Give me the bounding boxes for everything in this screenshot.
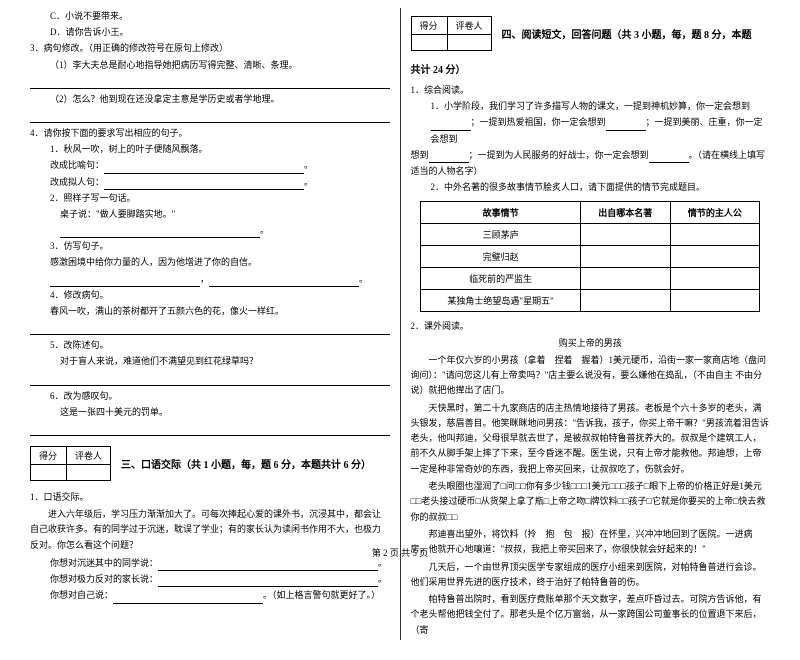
blank — [30, 321, 390, 335]
blank-line — [30, 109, 390, 123]
q3-1: （1）李大夫总是耐心地指导她把病历写得完整、清晰、条理。 — [30, 57, 390, 73]
story-table: 故事情节 出自哪本名著 情节的主人公 三顾茅庐 完璧归赵 临死前的严监生 某独角… — [420, 201, 760, 312]
p2: 天快黑时，第二十九家商店的店主热情地接待了男孩。老板是个六十多岁的老头，满头银发… — [411, 401, 771, 477]
q4-1b: 改成拟人句：。 — [30, 174, 390, 190]
q3: 3．病句修改。（用正确的修改符号在原句上修改） — [30, 40, 390, 56]
blank: ，。 — [30, 271, 390, 287]
row1: 三顾茅庐 — [421, 224, 581, 246]
score-cell — [411, 35, 447, 51]
passage-title: 购买上帝的男孩 — [411, 335, 771, 351]
section-4b: 共计 24 分） — [411, 61, 771, 76]
row3: 临死前的严监生 — [421, 268, 581, 290]
q3-2: （2）怎么？他到现在还没拿定主意是学历史或者学地理。 — [30, 91, 390, 107]
s4-1a: 1．小学阶段，我们学习了许多描写人物的课文，一提到神机妙算，你一定会想到；一提到… — [411, 98, 771, 147]
q4-6: 6．改为感叹句。 — [30, 388, 390, 404]
s3-1d: 你想对自己说：。（如上格言警句就更好了。） — [30, 587, 390, 603]
row4: 某独角士绝望岛遇"星期五" — [421, 290, 581, 312]
grader-label: 评卷人 — [447, 17, 491, 35]
s4-2: 2．课外阅读。 — [411, 318, 771, 334]
section-4-title: 四、阅读短文，回答问题（共 3 小题，每，题 8 分，本题 — [492, 14, 752, 41]
score-label: 得分 — [411, 17, 447, 35]
row2: 完璧归赵 — [421, 246, 581, 268]
blank-line — [30, 75, 390, 89]
q4-5a: 对于盲人来说，难道他们不满望见到红花绿草吗？ — [30, 353, 390, 369]
section-4-header: 得分评卷人 四、阅读短文，回答问题（共 3 小题，每，题 8 分，本题 — [411, 8, 771, 55]
opt-c: C．小说不要带来。 — [30, 8, 390, 24]
blank — [30, 422, 390, 436]
p5: 几天后，一个由世界顶尖医学专家组成的医疗小组来到医院，对帕特鲁普进行会诊。他们采… — [411, 560, 771, 591]
p6: 帕特鲁普出院时，看到医疗费账单那个天文数字，差点吓昏过去。可院方告诉他，有个老头… — [411, 592, 771, 638]
q4-3a: 感激困境中给你力量的人，因为他增进了你的自信。 — [30, 254, 390, 270]
blank: 。 — [30, 222, 390, 238]
q4-5: 5．改陈述句。 — [30, 337, 390, 353]
s3-1: 1．口语交际。 — [30, 489, 390, 505]
opt-d: D．请你告诉小王。 — [30, 24, 390, 40]
section-3-title: 三、口语交际（共 1 小题，每，题 6 分，本题共计 6 分） — [111, 444, 371, 471]
grader-cell — [67, 464, 111, 480]
blank — [30, 372, 390, 386]
th2: 出自哪本名著 — [580, 202, 670, 224]
q4-6a: 这是一张四十美元的罚单。 — [30, 404, 390, 420]
p3: 老头眼圈也湿润了□问□□你有多少钱□□□1美元□□□孩子□眼下上帝的价格正好是1… — [411, 479, 771, 525]
score-label: 得分 — [31, 446, 67, 464]
q4-4: 4．修改病句。 — [30, 287, 390, 303]
q4-2: 2．照样子写一句话。 — [30, 190, 390, 206]
s4-1: 1．综合阅读。 — [411, 82, 771, 98]
q4: 4．请你按下面的要求写出相应的句子。 — [30, 125, 390, 141]
score-box: 得分评卷人 — [411, 16, 492, 51]
th1: 故事情节 — [421, 202, 581, 224]
grader-label: 评卷人 — [67, 446, 111, 464]
q4-4a: 春风一吹，满山的茶树都开了五颜六色的花，像火一样红。 — [30, 303, 390, 319]
page-footer: 第 2 页 共 5 页 — [0, 546, 800, 559]
grader-cell — [447, 35, 491, 51]
q4-2a: 桌子说："做人要脚踏实地。" — [30, 206, 390, 222]
score-cell — [31, 464, 67, 480]
s3-1c: 你想对极力反对的家长说：。 — [30, 571, 390, 587]
s4-1f: 2．中外名著的很多故事情节脍炙人口，请下面提供的情节完成题目。 — [411, 179, 771, 195]
section-3-header: 得分评卷人 三、口语交际（共 1 小题，每，题 6 分，本题共计 6 分） — [30, 438, 390, 485]
q4-1: 1．秋风一吹，树上的叶子便随风飘落。 — [30, 141, 390, 157]
q4-1a: 改成比喻句：。 — [30, 157, 390, 173]
score-box: 得分评卷人 — [30, 446, 111, 481]
q4-3: 3．仿写句子。 — [30, 238, 390, 254]
th3: 情节的主人公 — [670, 202, 760, 224]
p1: 一个年仅六岁的小男孩（拿着 捏着 握着）1美元硬币，沿街一家一家商店地（盘问 询… — [411, 353, 771, 399]
s4-1d: 想到；一提到为人民服务的好战士，你一定会想到。（请在横线上填写适当的人物名字） — [411, 147, 771, 179]
